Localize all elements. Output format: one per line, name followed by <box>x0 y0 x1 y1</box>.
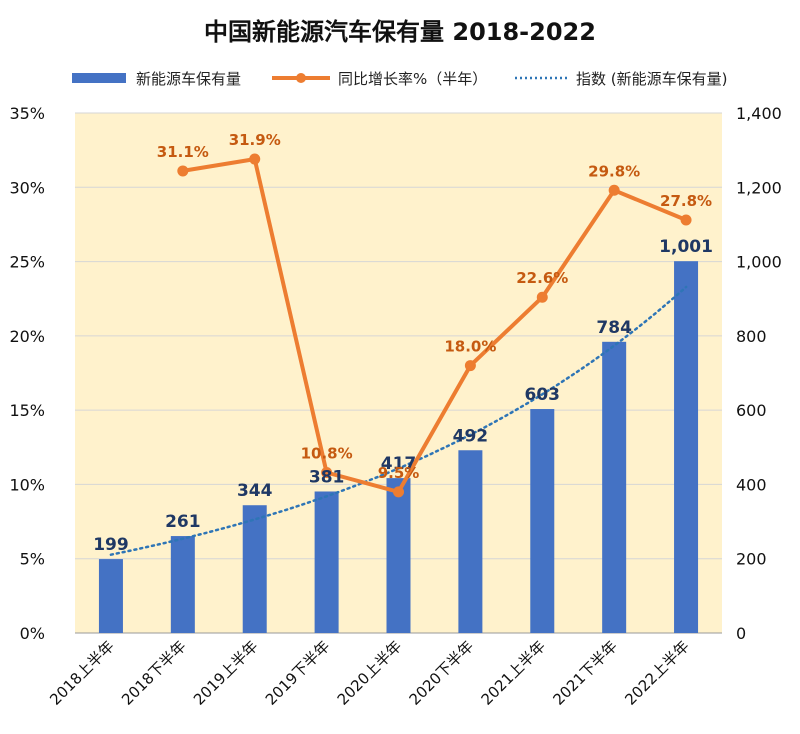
line-point <box>177 165 189 177</box>
line-point <box>249 153 261 165</box>
bar <box>674 261 699 633</box>
line-point <box>464 360 476 372</box>
chart-title: 中国新能源汽车保有量 2018-2022 <box>204 18 596 46</box>
left-axis-tick-label: 15% <box>9 401 45 420</box>
line-series <box>177 153 692 498</box>
bar-value-label: 784 <box>596 318 632 338</box>
bar-value-label: 417 <box>381 454 417 474</box>
line-value-label: 9.5% <box>378 464 420 482</box>
right-axis-tick-label: 1,400 <box>736 104 782 123</box>
line-value-label: 29.8% <box>588 162 640 180</box>
left-axis-tick-label: 35% <box>9 104 45 123</box>
growth-line <box>182 157 687 494</box>
bar <box>170 536 195 633</box>
x-axis-tick-label: 2021上半年 <box>478 637 550 709</box>
trendline-path <box>109 285 688 556</box>
legend-swatch-bar <box>72 73 126 83</box>
bar <box>386 478 411 633</box>
x-axis-tick-label: 2019上半年 <box>190 637 262 709</box>
bar <box>458 450 483 633</box>
bar <box>530 409 555 633</box>
line-point <box>536 291 548 303</box>
line-value-label: 18.0% <box>444 338 496 356</box>
bar <box>98 559 123 633</box>
line-value-label: 22.6% <box>516 269 568 287</box>
legend-swatch-line-marker <box>296 73 306 83</box>
bar-value-label: 1,001 <box>659 237 713 257</box>
bar-value-label: 492 <box>453 426 489 446</box>
bar-series <box>98 261 699 633</box>
x-axis-tick-label: 2022上半年 <box>621 637 693 709</box>
x-axis-tick-label: 2018下半年 <box>118 637 190 709</box>
line-point <box>680 214 692 226</box>
line-value-label: 10.8% <box>301 445 353 463</box>
right-axis-tick-label: 1,200 <box>736 178 782 197</box>
left-axis-tick-label: 30% <box>9 178 45 197</box>
legend-label-bar: 新能源车保有量 <box>136 70 241 88</box>
right-axis-tick-label: 200 <box>736 550 767 569</box>
bar-value-label: 199 <box>93 535 129 555</box>
left-axis-tick-label: 25% <box>9 253 45 272</box>
bar-value-label: 603 <box>525 385 561 405</box>
right-axis-tick-label: 400 <box>736 475 767 494</box>
bar <box>602 341 627 633</box>
x-axis: 2018上半年 2018下半年 2019上半年 2019下半年 2020上半年 2020下… <box>46 637 693 709</box>
right-axis-tick-label: 0 <box>736 624 746 643</box>
line-value-label: 27.8% <box>660 192 712 210</box>
left-axis-tick-label: 5% <box>20 550 45 569</box>
bar-value-label: 344 <box>237 481 273 501</box>
right-axis-tick-label: 800 <box>736 327 767 346</box>
right-axis-tick-label: 1,000 <box>736 253 782 272</box>
x-axis-tick-label: 2021下半年 <box>549 637 621 709</box>
left-axis-tick-label: 20% <box>9 327 45 346</box>
left-axis-tick-label: 10% <box>9 475 45 494</box>
bar <box>242 505 267 633</box>
x-axis-tick-label: 2020下半年 <box>406 637 478 709</box>
trendline <box>109 285 688 556</box>
x-axis-tick-label: 2018上半年 <box>46 637 118 709</box>
data-labels: 199 261 344 381 417 492 603 784 1,001 31.1% 31.9% 1… <box>93 131 713 555</box>
legend-label-trend: 指数 (新能源车保有量) <box>576 70 727 88</box>
bar-value-label: 261 <box>165 512 201 532</box>
legend-label-line: 同比增长率%（半年） <box>338 70 487 88</box>
line-value-label: 31.9% <box>229 131 281 149</box>
bar-value-label: 381 <box>309 467 345 487</box>
right-axis-tick-label: 600 <box>736 401 767 420</box>
line-point <box>393 486 404 498</box>
line-point <box>608 184 620 196</box>
x-axis-tick-label: 2019下半年 <box>262 637 334 709</box>
right-axis: 0 200 400 600 800 1,000 1,200 1,400 <box>736 104 782 643</box>
x-axis-tick-label: 2020上半年 <box>334 637 406 709</box>
legend: 新能源车保有量 同比增长率%（半年） 指数 (新能源车保有量) <box>72 70 727 88</box>
line-point <box>321 467 333 479</box>
bar <box>314 491 339 633</box>
left-axis: 0% 5% 10% 15% 20% 25% 30% 35% <box>9 104 45 643</box>
left-axis-tick-label: 0% <box>20 624 45 643</box>
line-value-label: 31.1% <box>157 143 209 161</box>
